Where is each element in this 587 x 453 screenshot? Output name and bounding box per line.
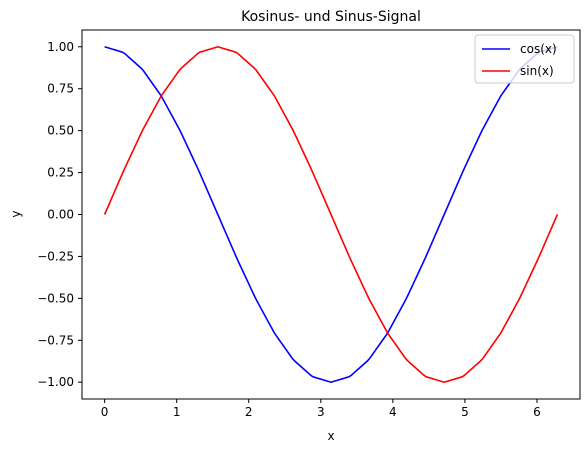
series-line-sinx	[103, 45, 559, 384]
legend-label-cos: cos(x)	[520, 42, 557, 56]
y-axis-ticks: −1.00 −0.75 −0.50 −0.25 0.00 0.25 0.50 0.75 1.00	[37, 40, 82, 389]
x-tick-label: 5	[461, 405, 469, 419]
x-tick-label: 6	[533, 405, 541, 419]
x-tick-label: 3	[317, 405, 325, 419]
y-tick-label: 0.75	[47, 82, 74, 96]
x-tick-label: 2	[245, 405, 253, 419]
y-tick-label: −1.00	[37, 375, 74, 389]
legend: cos(x) sin(x)	[474, 34, 575, 84]
y-tick-label: 0.50	[47, 124, 74, 138]
x-tick-label: 1	[173, 405, 181, 419]
series-line-cosx	[104, 46, 558, 384]
y-axis-label: y	[9, 210, 23, 217]
y-tick-label: −0.75	[37, 333, 74, 347]
legend-label-sin: sin(x)	[520, 64, 554, 78]
y-tick-label: −0.25	[37, 249, 74, 263]
x-tick-label: 4	[389, 405, 397, 419]
chart-title: Kosinus- und Sinus-Signal	[241, 9, 421, 25]
plot-lines	[103, 45, 559, 384]
x-tick-label: 0	[101, 405, 109, 419]
x-axis-ticks: 0 1 2 3 4 5 6	[101, 399, 541, 419]
y-tick-label: 0.00	[47, 208, 74, 222]
y-tick-label: 1.00	[47, 40, 74, 54]
y-tick-label: 0.25	[47, 166, 74, 180]
x-axis-label: x	[327, 429, 334, 443]
plot-frame	[81, 29, 581, 400]
y-tick-label: −0.50	[37, 291, 74, 305]
